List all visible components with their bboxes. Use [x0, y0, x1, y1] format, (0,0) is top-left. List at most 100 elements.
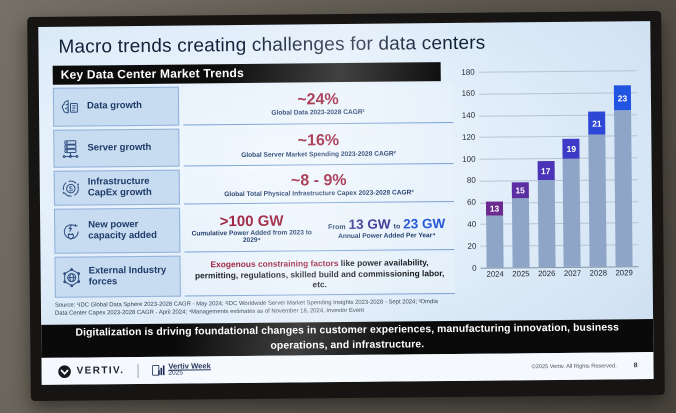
gw-start-value: 13 GW [348, 216, 391, 232]
bar-segment-cumulative-base [486, 215, 504, 268]
event-year: 2025 [168, 369, 184, 377]
bar-segment-annual-added: 17 [537, 161, 555, 181]
capacity-chart: 0 20 40 60 80 100 120 140 160 180 13 15 17 19 21 23 20… [453, 60, 641, 321]
trend-row-data-growth: Data growth ~24% Global Data 2023-2028 C… [52, 83, 454, 127]
bar-2027: 19 [559, 138, 585, 267]
cumulative-power-block: >100 GW Cumulative Power Added from 2023… [184, 206, 319, 251]
bar-segment-cumulative-base [537, 179, 556, 268]
y-axis-tick-label: 40 [467, 219, 477, 229]
bar-segment-cumulative-base [562, 158, 581, 267]
vertiv-logo-icon [58, 364, 71, 378]
y-axis-tick-label: 160 [461, 89, 475, 99]
vertiv-week-logo: Vertiv Week 2025 [151, 361, 211, 377]
trend-value: ~24% [297, 90, 339, 109]
power-plug-icon [59, 219, 83, 243]
copyright-text: ©2025 Vertiv. All Rights Reserved. [531, 362, 617, 370]
hexagon-globe-icon [60, 265, 84, 289]
trend-subtitle: Cumulative Power Added from 2023 to 2029… [191, 229, 312, 245]
y-axis-tick-label: 60 [467, 197, 477, 207]
y-axis-tick-label: 120 [461, 132, 476, 142]
trend-label: Infrastructure CapEx growth [87, 175, 152, 198]
external-forces-text: Exogenous constraining factors like powe… [187, 257, 453, 292]
bar-segment-annual-added: 13 [485, 201, 504, 216]
trend-row-capex-growth: $ Infrastructure CapEx growth ~8 - 9% Gl… [53, 166, 454, 206]
x-axis-tick-label: 2026 [538, 268, 556, 279]
bar-segment-cumulative-base [588, 134, 607, 267]
y-axis-tick-label: 140 [461, 110, 476, 120]
x-axis-tick-label: 2025 [512, 269, 530, 279]
vertiv-logo: VERTIV. [58, 364, 125, 379]
bar-2026: 17 [533, 161, 559, 268]
trend-row-external-forces: External Industry forces Exogenous const… [54, 252, 455, 298]
bar-segment-cumulative-base [511, 198, 530, 268]
capex-cycle-icon: $ [59, 176, 83, 200]
trend-row-power-capacity: New power capacity added >100 GW Cumulat… [54, 204, 455, 254]
trend-value: >100 GW [219, 212, 284, 230]
bar-segment-annual-added: 15 [511, 182, 529, 199]
tv-bezel: Macro trends creating challenges for dat… [27, 10, 665, 402]
bar-segment-annual-added: 19 [562, 138, 580, 160]
y-axis-tick-label: 80 [466, 176, 476, 186]
x-axis-tick-label: 2029 [615, 268, 633, 278]
chart-bars: 13 15 17 19 21 23 [479, 70, 639, 268]
event-bars-icon [151, 365, 165, 376]
x-axis-tick-label: 2028 [589, 268, 608, 278]
banner-text: Digitalization is driving foundational c… [75, 322, 619, 352]
y-axis-tick-label: 0 [472, 263, 477, 273]
trend-value-cell: >100 GW Cumulative Power Added from 2023… [184, 204, 455, 253]
trend-label-cell: Data growth [52, 86, 180, 127]
bar-2024: 13 [482, 201, 508, 268]
gw-connector: to [393, 222, 401, 231]
trend-label-cell: New power capacity added [54, 207, 181, 254]
source-note: Source: ¹IDC Global Data Sphere 2023-202… [54, 299, 438, 317]
trend-subtitle: Global Server Market Spending 2023-2028 … [241, 150, 396, 159]
chart-y-axis: 0 20 40 60 80 100 120 140 160 180 [453, 67, 477, 272]
gw-end-value: 23 GW [403, 215, 446, 231]
trend-label: Server growth [87, 141, 152, 154]
bar-2025: 15 [508, 182, 534, 268]
y-axis-tick-label: 20 [467, 241, 477, 251]
bar-segment-annual-added: 21 [588, 111, 606, 135]
presentation-slide: Macro trends creating challenges for dat… [38, 21, 654, 385]
bar-2029: 23 [610, 85, 637, 267]
slide-title: Macro trends creating challenges for dat… [58, 32, 486, 58]
trends-column: Key Data Center Market Trends [52, 62, 455, 325]
x-axis-tick-label: 2024 [486, 269, 504, 279]
svg-text:$: $ [69, 184, 73, 193]
slide-content: Macro trends creating challenges for dat… [38, 21, 653, 325]
server-rack-icon [58, 137, 82, 161]
trend-label-cell: External Industry forces [54, 255, 181, 298]
trend-value-cell: ~24% Global Data 2023-2028 CAGR¹ [182, 83, 454, 126]
trend-subtitle: Global Total Physical Infrastructure Cap… [224, 189, 414, 199]
trend-label-cell: $ Infrastructure CapEx growth [53, 169, 180, 206]
bar-segment-cumulative-base [614, 110, 633, 267]
footer-divider [137, 363, 139, 378]
x-axis-tick-label: 2027 [563, 268, 582, 278]
trend-subtitle: Global Data 2023-2028 CAGR¹ [271, 109, 365, 118]
external-forces-lead: Exogenous constraining factors [210, 257, 339, 269]
trend-value-cell: ~16% Global Server Market Spending 2023-… [183, 125, 454, 167]
trend-label: External Industry forces [88, 264, 167, 287]
trend-subtitle: Annual Power Added Per Year⁴ [338, 231, 436, 240]
bar-segment-annual-added: 23 [613, 85, 632, 111]
brand-name: VERTIV. [76, 365, 125, 377]
slide-footer: VERTIV. Vertiv Week 2025 ©2025 Vertiv. A… [41, 352, 654, 385]
trends-table: Data growth ~24% Global Data 2023-2028 C… [52, 83, 455, 298]
brain-data-icon [58, 95, 82, 119]
trend-value: ~16% [297, 132, 340, 150]
trend-row-server-growth: Server growth ~16% Global Server Market … [53, 125, 454, 168]
trend-value-cell: ~8 - 9% Global Total Physical Infrastruc… [183, 166, 454, 205]
gw-prefix: From [328, 223, 346, 231]
trend-label: New power capacity added [88, 218, 157, 241]
y-axis-tick-label: 100 [462, 154, 476, 164]
trend-value: ~8 - 9% [290, 171, 347, 190]
chart-plot-area: 13 15 17 19 21 23 [478, 70, 639, 269]
trend-value-cell: Exogenous constraining factors like powe… [184, 252, 455, 297]
annual-power-block: From 13 GW to 23 GW Annual Power Added P… [319, 205, 454, 250]
section-header: Key Data Center Market Trends [52, 62, 441, 85]
y-axis-tick-label: 180 [461, 67, 475, 77]
bar-2028: 21 [584, 111, 610, 267]
page-number: 8 [633, 362, 638, 370]
trend-label-cell: Server growth [53, 128, 180, 168]
trend-label: Data growth [86, 100, 142, 112]
